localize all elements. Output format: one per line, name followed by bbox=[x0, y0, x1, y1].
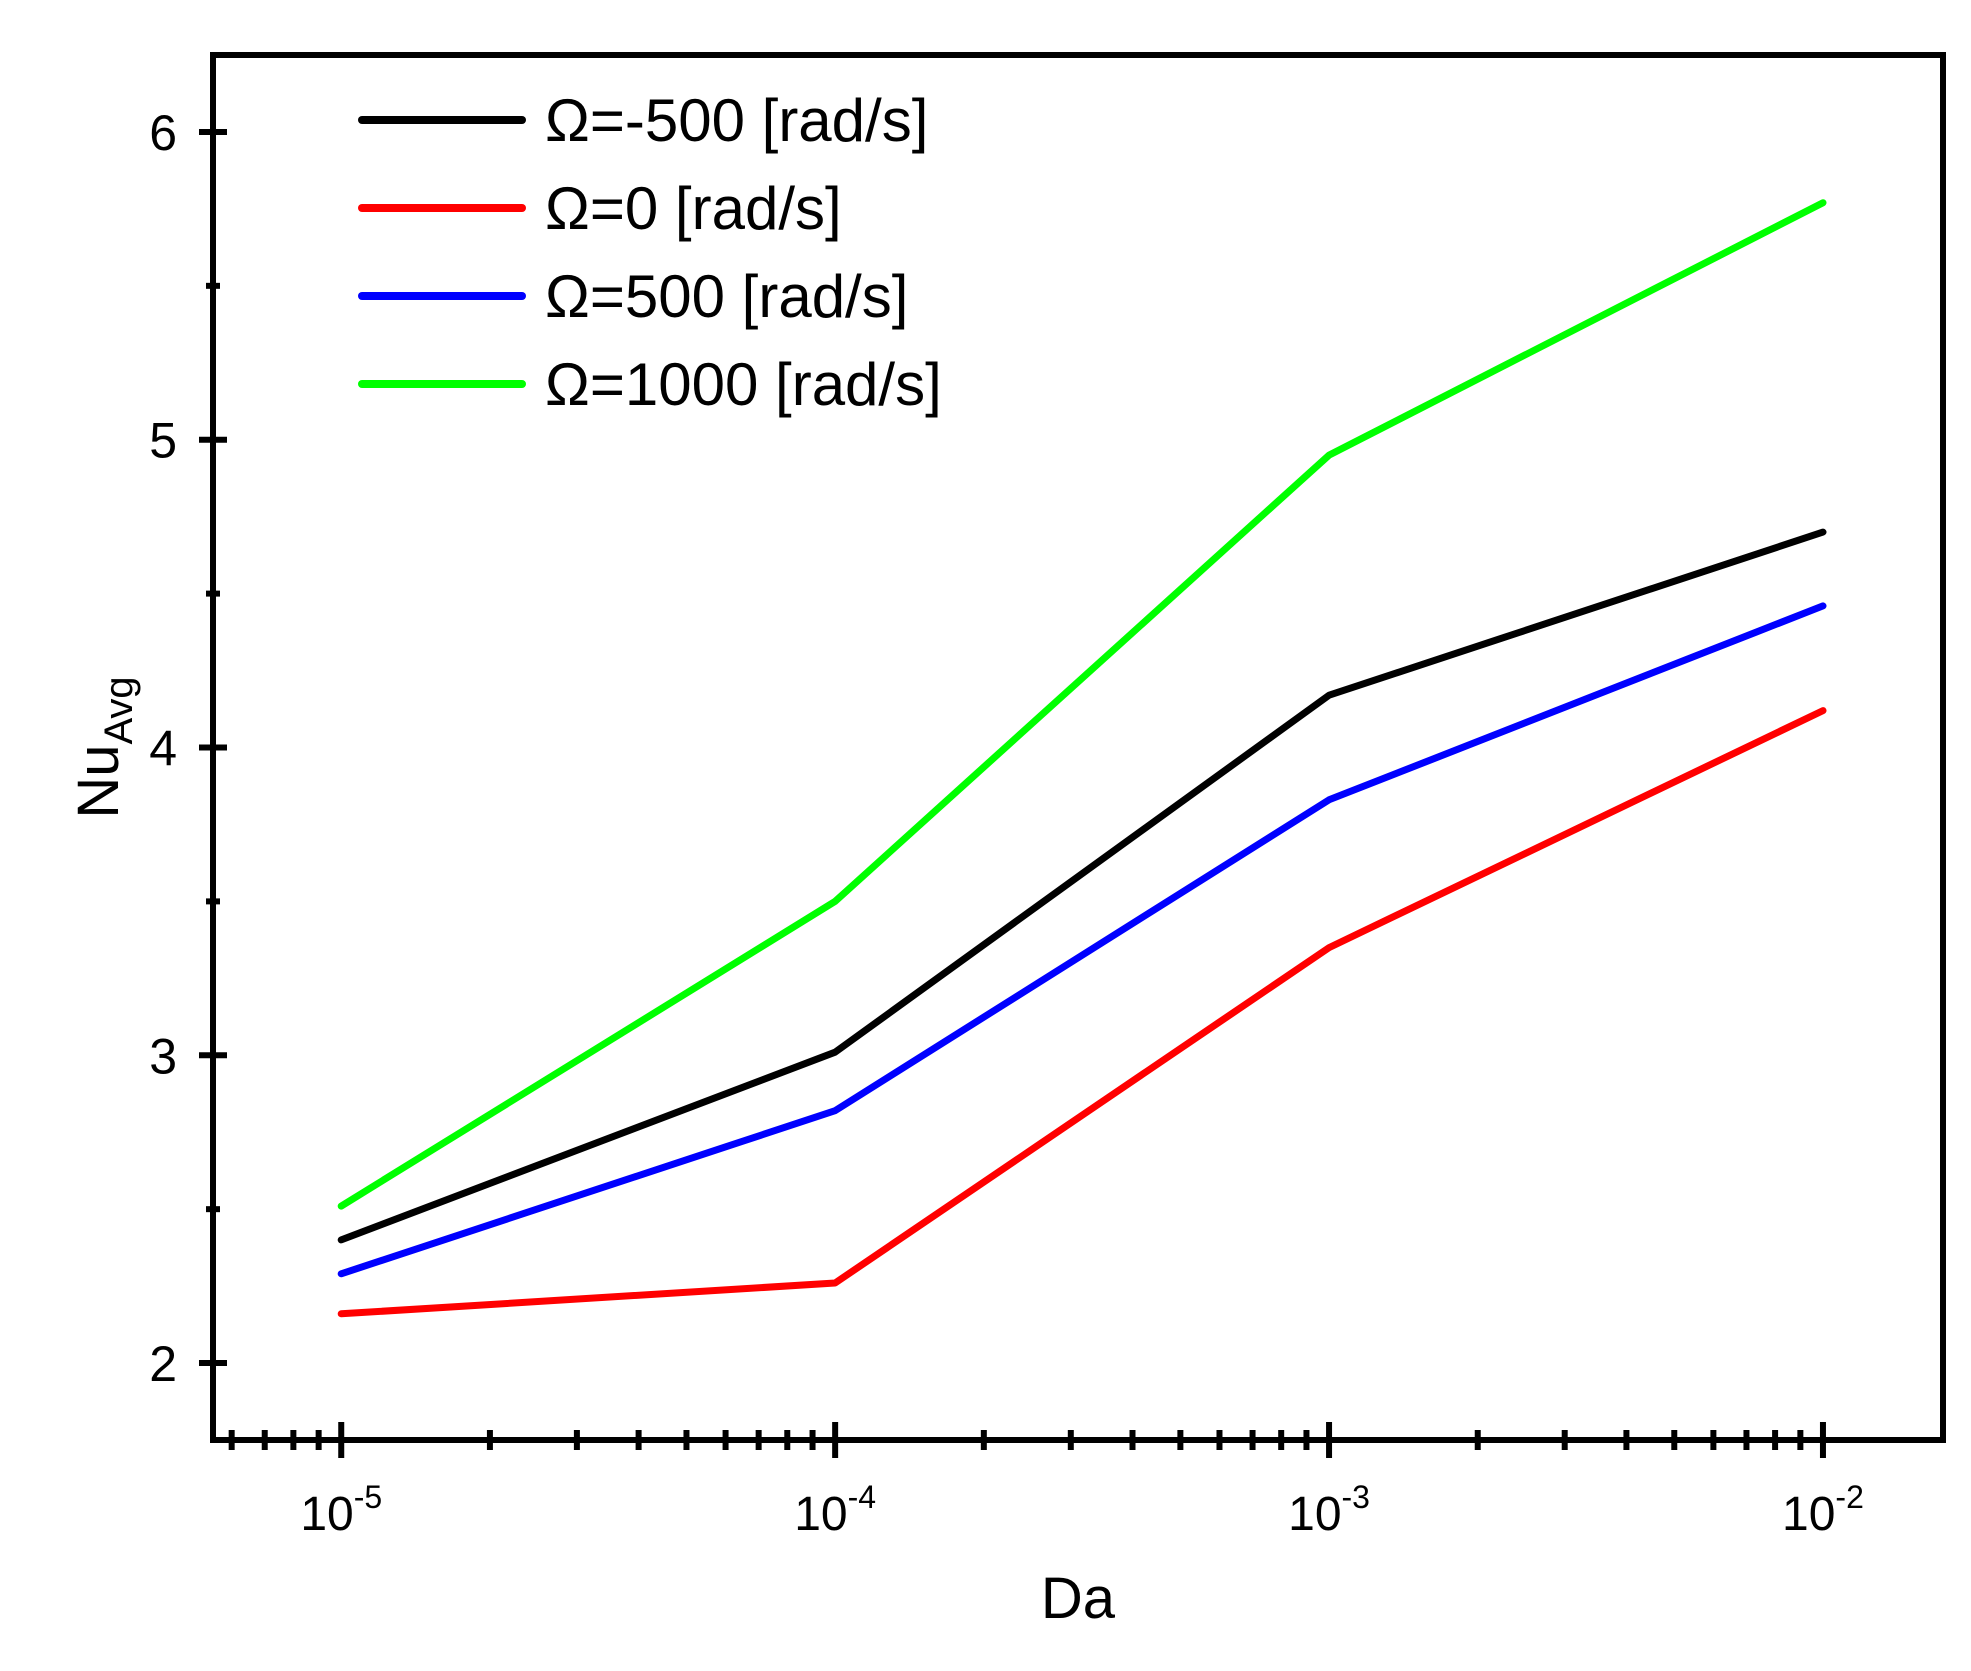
legend-label: Ω=500 [rad/s] bbox=[545, 263, 908, 330]
x-axis-label: Da bbox=[1041, 1566, 1116, 1631]
x-tick-label: 10-3 bbox=[1288, 1479, 1370, 1541]
x-tick-label: 10-2 bbox=[1782, 1479, 1864, 1541]
legend: Ω=-500 [rad/s] Ω=0 [rad/s] Ω=500 [rad/s] Ω=… bbox=[358, 87, 942, 418]
legend-label: Ω=-500 [rad/s] bbox=[545, 87, 928, 154]
y-tick-label: 6 bbox=[149, 105, 177, 161]
x-tick-label-base: 10 bbox=[794, 1488, 847, 1541]
x-tick-label-exponent: -5 bbox=[354, 1479, 382, 1515]
y-tick-label: 5 bbox=[149, 413, 177, 469]
y-tick-label: 3 bbox=[149, 1028, 177, 1084]
x-tick-label: 10-5 bbox=[300, 1479, 382, 1541]
x-tick-label-exponent: -3 bbox=[1342, 1479, 1370, 1515]
series-layer bbox=[337, 199, 1827, 1318]
series-line bbox=[337, 707, 1827, 1318]
y-axis-label-main: Nu bbox=[66, 745, 131, 819]
legend-label: Ω=0 [rad/s] bbox=[545, 175, 842, 242]
x-tick-label-exponent: -4 bbox=[848, 1479, 876, 1515]
x-tick-label-base: 10 bbox=[300, 1488, 353, 1541]
series-line bbox=[337, 528, 1827, 1244]
y-axis-label: NuAvg bbox=[66, 676, 141, 818]
y-axis-label-subscript: Avg bbox=[97, 676, 141, 744]
x-tick-label-exponent: -2 bbox=[1835, 1479, 1863, 1515]
series-line bbox=[337, 602, 1827, 1278]
x-tick-label-base: 10 bbox=[1782, 1488, 1835, 1541]
x-tick-label: 10-4 bbox=[794, 1479, 876, 1541]
y-tick-label: 4 bbox=[149, 721, 177, 777]
y-tick-label: 2 bbox=[149, 1336, 177, 1392]
x-tick-label-base: 10 bbox=[1288, 1488, 1341, 1541]
legend-label: Ω=1000 [rad/s] bbox=[545, 351, 942, 418]
series-line bbox=[337, 199, 1827, 1210]
